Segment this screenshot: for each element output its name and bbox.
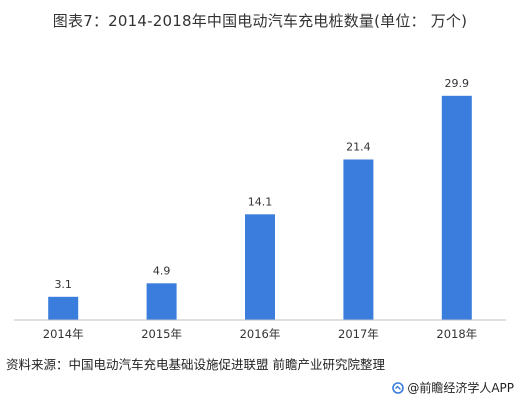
- bar-2: [245, 214, 275, 321]
- data-label-0: 3.1: [54, 278, 72, 291]
- x-tick-label-2: 2016年: [240, 327, 281, 341]
- x-tick-label-0: 2014年: [43, 327, 84, 341]
- bar-0: [48, 296, 79, 321]
- data-label-2: 14.1: [248, 195, 273, 208]
- bars-group: [48, 95, 472, 321]
- brand-logo-icon: [392, 381, 405, 394]
- x-ticks-group: 2014年 2015年 2016年 2017年 2018年: [43, 327, 477, 341]
- x-tick-label-4: 2018年: [436, 327, 477, 341]
- brand-text: @前瞻经济学人APP: [407, 381, 514, 395]
- bar-4: [441, 95, 472, 321]
- source-note: 资料来源：中国电动汽车充电基础设施促进联盟 前瞻产业研究院整理: [6, 357, 385, 372]
- bar-3: [343, 159, 374, 320]
- bar-1: [146, 283, 177, 321]
- x-tick-label-1: 2015年: [141, 327, 182, 341]
- data-label-3: 21.4: [346, 141, 371, 154]
- data-labels-group: 3.1 4.9 14.1 21.4 29.9: [54, 77, 469, 291]
- x-tick-label-3: 2017年: [338, 327, 379, 341]
- data-label-4: 29.9: [445, 77, 470, 90]
- brand-signature: @前瞻经济学人APP: [392, 379, 514, 396]
- data-label-1: 4.9: [153, 264, 171, 277]
- chart-title: 图表7：2014-2018年中国电动汽车充电桩数量(单位： 万个): [52, 12, 468, 30]
